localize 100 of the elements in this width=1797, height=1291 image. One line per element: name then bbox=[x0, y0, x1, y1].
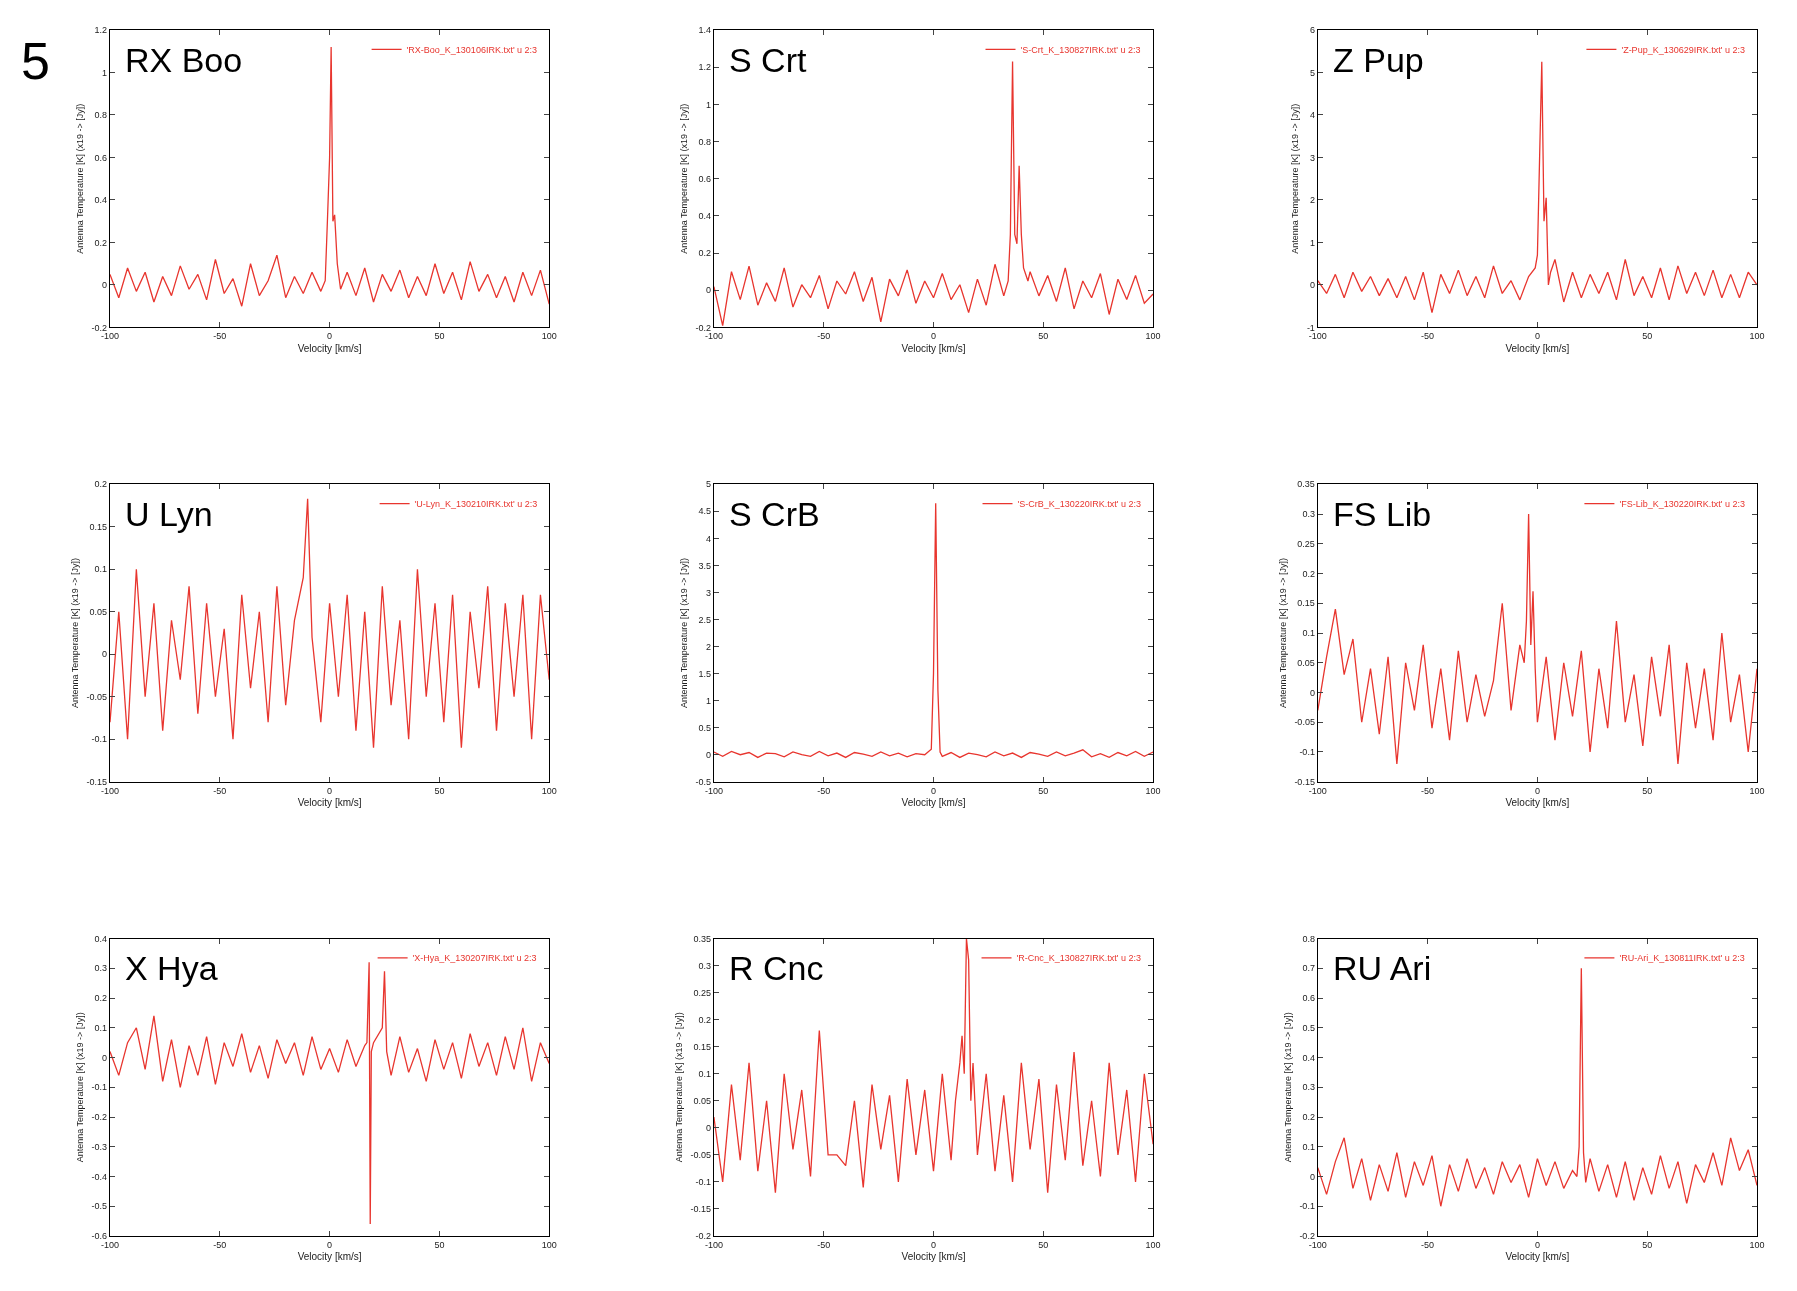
y-tick-label: -0.1 bbox=[695, 1177, 711, 1188]
x-axis-title: Velocity [km/s] bbox=[297, 342, 362, 354]
x-tick-label: -50 bbox=[213, 785, 227, 796]
x-tick-label: -100 bbox=[1308, 1239, 1327, 1250]
y-tick-label: 5 bbox=[1309, 67, 1315, 78]
y-tick-label: 0.1 bbox=[94, 1022, 108, 1033]
y-axis-title: Antenna Temperature [K] (x19 -> [Jy]) bbox=[69, 557, 80, 709]
y-tick-label: 4 bbox=[1309, 110, 1315, 121]
x-tick-label: 50 bbox=[434, 331, 445, 342]
x-tick-label: 0 bbox=[1534, 785, 1540, 796]
x-tick-label: 50 bbox=[434, 785, 445, 796]
y-axis-title: Antenna Temperature [K] (x19 -> [Jy]) bbox=[1277, 557, 1288, 709]
y-tick-label: -0.2 bbox=[1299, 1231, 1315, 1242]
y-tick-label: 3 bbox=[705, 587, 711, 598]
chart-title: RU Ari bbox=[1333, 949, 1432, 987]
y-tick-label: 1 bbox=[102, 67, 108, 78]
y-tick-label: 0.05 bbox=[89, 606, 108, 617]
y-tick-label: -0.6 bbox=[91, 1231, 108, 1242]
y-tick-label: -0.15 bbox=[1294, 776, 1315, 787]
y-tick-label: 0.1 bbox=[698, 1068, 711, 1079]
legend-label: 'S-CrB_K_130220IRK.txt' u 2:3 bbox=[1017, 499, 1142, 510]
y-tick-label: 0.3 bbox=[698, 960, 711, 971]
y-tick-label: 0.35 bbox=[693, 933, 711, 944]
y-tick-label: 0.2 bbox=[1302, 1112, 1315, 1123]
y-tick-label: -0.15 bbox=[690, 1204, 711, 1215]
x-tick-label: -100 bbox=[1308, 331, 1327, 342]
y-tick-label: -0.5 bbox=[695, 776, 711, 787]
y-tick-label: 0.2 bbox=[94, 993, 108, 1004]
y-tick-label: 1.4 bbox=[698, 25, 711, 36]
x-tick-label: -50 bbox=[213, 331, 227, 342]
y-tick-label: -0.05 bbox=[86, 691, 108, 702]
x-axis-title: Velocity [km/s] bbox=[901, 342, 966, 354]
x-tick-label: 50 bbox=[1038, 331, 1049, 342]
x-tick-label: 0 bbox=[327, 1239, 333, 1250]
y-axis-title: Antenna Temperature [K] (x19 -> [Jy]) bbox=[74, 1012, 85, 1163]
x-tick-label: 100 bbox=[1145, 785, 1161, 796]
line-series bbox=[713, 502, 1154, 759]
y-tick-label: 0 bbox=[1309, 280, 1315, 291]
y-tick-label: 0 bbox=[705, 1122, 711, 1133]
chart-title: FS Lib bbox=[1333, 495, 1432, 533]
x-tick-label: 50 bbox=[1642, 785, 1653, 796]
y-tick-label: 3 bbox=[1309, 152, 1315, 163]
y-tick-label: 0 bbox=[102, 280, 108, 291]
x-tick-label: 50 bbox=[434, 1239, 445, 1250]
y-tick-label: 0.8 bbox=[1302, 933, 1315, 944]
y-tick-label: 2.5 bbox=[698, 614, 711, 625]
chart-title: S Crt bbox=[729, 41, 807, 79]
y-axis-title: Antenna Temperature [K] (x19 -> [Jy]) bbox=[673, 1012, 684, 1163]
y-tick-label: 0.05 bbox=[693, 1095, 711, 1106]
y-tick-label: -0.1 bbox=[1299, 1201, 1315, 1212]
y-tick-label: -0.05 bbox=[1294, 717, 1315, 728]
legend-label: 'R-Cnc_K_130827IRK.txt' u 2:3 bbox=[1016, 953, 1142, 964]
y-tick-label: 0.8 bbox=[94, 110, 108, 121]
y-tick-label: 0.15 bbox=[89, 521, 108, 532]
legend-label: 'RU-Ari_K_130811IRK.txt' u 2:3 bbox=[1619, 953, 1745, 964]
y-tick-label: 0.8 bbox=[698, 136, 711, 147]
y-tick-label: -0.1 bbox=[1299, 747, 1315, 758]
y-tick-label: 0 bbox=[1309, 1171, 1315, 1182]
y-tick-label: 0.3 bbox=[94, 963, 108, 974]
y-tick-label: 3.5 bbox=[698, 560, 711, 571]
y-tick-label: -0.2 bbox=[695, 1231, 711, 1242]
x-axis-title: Velocity [km/s] bbox=[901, 797, 966, 809]
x-tick-label: 0 bbox=[1534, 1239, 1540, 1250]
y-tick-label: 0.2 bbox=[1302, 568, 1315, 579]
y-tick-label: 0 bbox=[102, 1052, 108, 1063]
legend-label: 'RX-Boo_K_130106IRK.txt' u 2:3 bbox=[406, 44, 538, 55]
x-tick-label: 0 bbox=[327, 785, 333, 796]
x-axis-title: Velocity [km/s] bbox=[901, 1251, 966, 1263]
x-tick-label: 100 bbox=[1145, 1239, 1161, 1250]
y-tick-label: 0.1 bbox=[1302, 628, 1315, 639]
x-tick-label: 100 bbox=[1749, 331, 1765, 342]
y-tick-label: 0.5 bbox=[698, 722, 711, 733]
y-tick-label: 0.2 bbox=[94, 479, 108, 490]
x-tick-label: 0 bbox=[930, 785, 937, 796]
legend-label: 'X-Hya_K_130207IRK.txt' u 2:3 bbox=[412, 953, 537, 964]
text: 5 bbox=[21, 32, 50, 90]
line-series bbox=[110, 46, 550, 307]
y-tick-label: 0.4 bbox=[94, 933, 108, 944]
y-tick-label: 1 bbox=[705, 99, 711, 110]
y-tick-label: -0.2 bbox=[695, 322, 711, 333]
y-tick-label: 0.3 bbox=[1302, 509, 1315, 520]
x-axis-title: Velocity [km/s] bbox=[1505, 797, 1570, 809]
y-tick-label: -0.15 bbox=[86, 776, 108, 787]
y-tick-label: 4 bbox=[705, 533, 711, 544]
y-tick-label: 4.5 bbox=[698, 506, 711, 517]
x-tick-label: -100 bbox=[100, 1239, 120, 1250]
x-tick-label: 0 bbox=[327, 331, 333, 342]
y-tick-label: 0.1 bbox=[94, 564, 108, 575]
line-series bbox=[110, 498, 550, 749]
y-tick-label: 0.15 bbox=[1297, 598, 1315, 609]
x-tick-label: -100 bbox=[704, 331, 723, 342]
y-axis-title: Antenna Temperature [K] (x19 -> [Jy]) bbox=[678, 557, 689, 709]
y-tick-label: -0.2 bbox=[91, 322, 108, 333]
chart-title: R Cnc bbox=[729, 949, 824, 987]
x-tick-label: 100 bbox=[1749, 1239, 1765, 1250]
x-tick-label: 50 bbox=[1038, 785, 1049, 796]
y-tick-label: 1.2 bbox=[94, 25, 108, 36]
chart-title: RX Boo bbox=[125, 41, 243, 79]
y-axis-title: Antenna Temperature [K] (x19 -> [Jy]) bbox=[678, 103, 689, 254]
x-tick-label: -50 bbox=[817, 1239, 831, 1250]
